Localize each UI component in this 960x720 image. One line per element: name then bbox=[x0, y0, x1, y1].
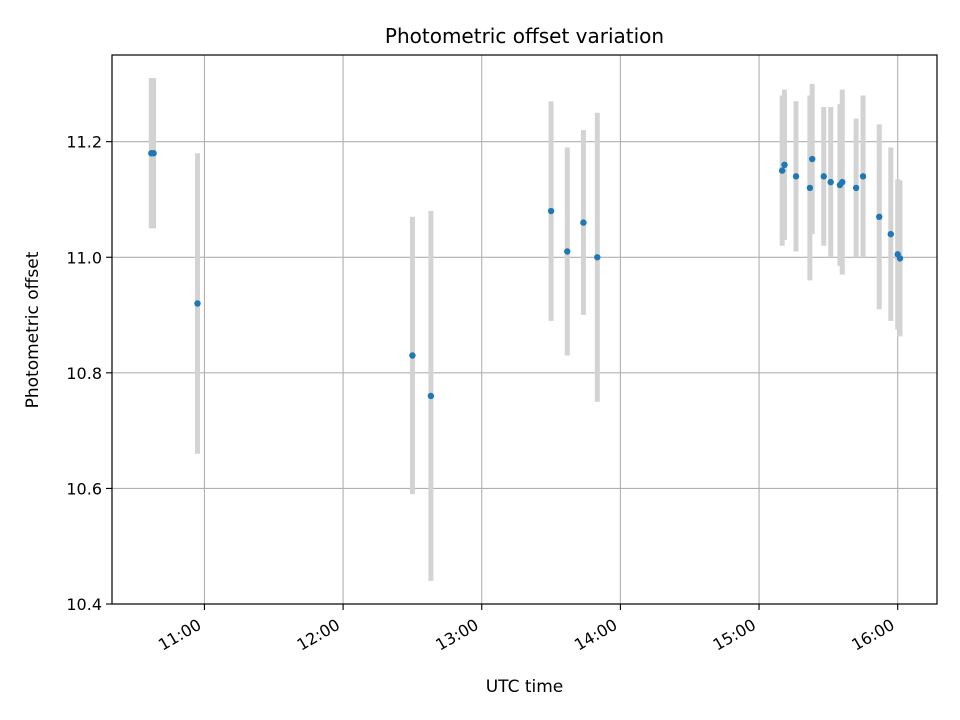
data-point bbox=[876, 213, 883, 221]
plot-frame bbox=[111, 54, 938, 605]
data-point bbox=[427, 392, 435, 400]
data-point bbox=[194, 300, 201, 307]
data-point bbox=[859, 173, 867, 180]
y-tick-label: 11.2 bbox=[66, 133, 102, 152]
data-point bbox=[150, 150, 157, 157]
data-point bbox=[409, 352, 416, 359]
data-point bbox=[594, 254, 601, 261]
data-point bbox=[792, 173, 800, 180]
data-point bbox=[806, 184, 814, 192]
data-point-layer bbox=[148, 150, 904, 400]
data-point bbox=[547, 207, 555, 215]
data-point bbox=[827, 178, 834, 186]
data-point bbox=[564, 248, 571, 255]
x-axis-label: UTC time bbox=[486, 677, 564, 697]
data-point bbox=[809, 155, 816, 163]
y-tick-label: 10.6 bbox=[66, 479, 102, 498]
y-tick-label: 11.0 bbox=[66, 248, 102, 267]
data-point bbox=[887, 230, 894, 238]
data-point bbox=[896, 255, 904, 262]
chart-title: Photometric offset variation bbox=[385, 24, 664, 48]
y-axis-label: Photometric offset bbox=[23, 251, 43, 408]
data-point bbox=[580, 219, 587, 226]
data-point bbox=[820, 173, 827, 180]
data-point bbox=[781, 161, 788, 168]
y-tick-label: 10.4 bbox=[66, 595, 102, 614]
data-point bbox=[852, 184, 860, 192]
y-tick-label: 10.8 bbox=[66, 364, 102, 383]
data-point bbox=[839, 178, 846, 186]
data-point bbox=[778, 167, 786, 174]
